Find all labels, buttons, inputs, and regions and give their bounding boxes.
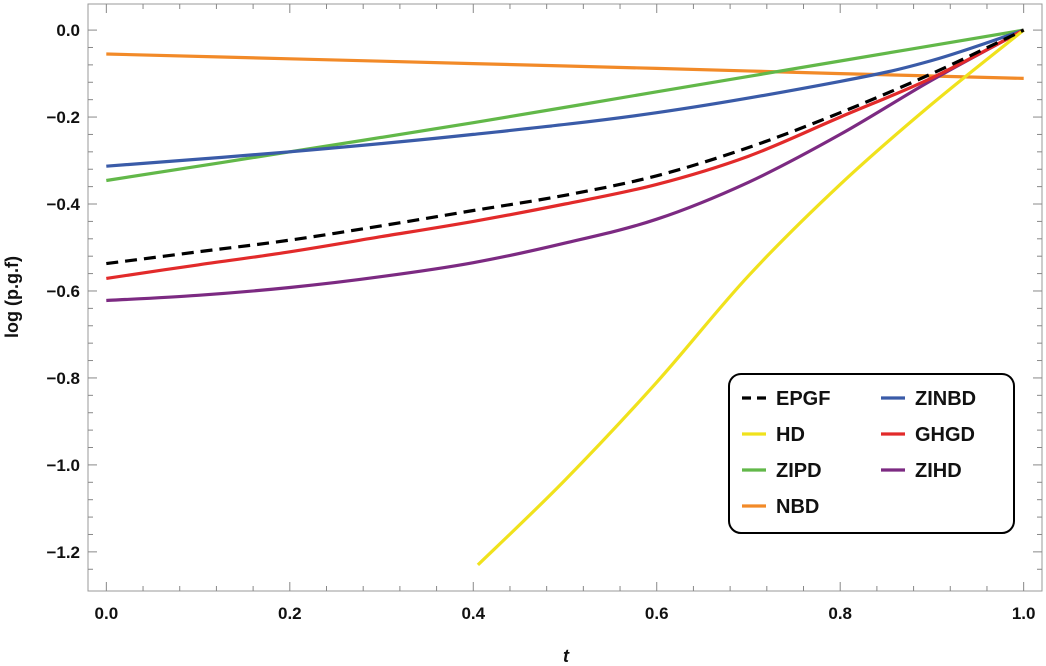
series-lines (106, 28, 1025, 567)
y-tick-label: −0.8 (46, 369, 80, 388)
legend-label-zihd: ZIHD (915, 460, 962, 482)
x-tick-labels: 0.0 0.2 0.4 0.6 0.8 1.0 (95, 604, 1036, 623)
legend-label-ghgd: GHGD (915, 424, 975, 446)
y-tick-label: −1.0 (46, 456, 80, 475)
series-line-hd (476, 28, 1025, 567)
series-line-nbd (106, 52, 1024, 80)
x-tick-label: 0.6 (645, 604, 669, 623)
y-tick-label: −1.2 (46, 543, 80, 562)
tick-marks (88, 4, 1042, 591)
x-tick-label: 0.0 (95, 604, 119, 623)
x-tick-label: 1.0 (1012, 604, 1036, 623)
y-tick-labels: 0.0 −0.2 −0.4 −0.6 −0.8 −1.0 −1.2 (46, 21, 80, 562)
legend-label-zinbd: ZINBD (915, 388, 976, 410)
series-line-epgf (106, 28, 1025, 266)
plot-frame (87, 3, 1043, 592)
y-tick-label: −0.4 (46, 195, 80, 214)
y-tick-label: −0.2 (46, 108, 80, 127)
series-line-ghgd (106, 28, 1025, 280)
legend: EPGF HD ZIPD NBD ZINBD GHGD ZIHD (728, 373, 1015, 534)
series-line-zihd (106, 28, 1025, 303)
legend-label-zipd: ZIPD (776, 460, 822, 482)
legend-label-epgf: EPGF (776, 388, 830, 410)
series-line-zipd (106, 28, 1024, 183)
legend-label-nbd: NBD (776, 496, 819, 518)
y-tick-label: −0.6 (46, 282, 80, 301)
x-tick-label: 0.8 (828, 604, 852, 623)
legend-label-hd: HD (776, 424, 805, 446)
x-tick-label: 0.4 (461, 604, 485, 623)
series-line-zinbd (106, 28, 1025, 168)
x-tick-label: 0.2 (278, 604, 302, 623)
legend-box (728, 373, 1015, 534)
y-tick-label: 0.0 (56, 21, 80, 40)
x-axis-title: t (563, 646, 570, 666)
y-axis-title: log (p.g.f) (2, 256, 22, 338)
